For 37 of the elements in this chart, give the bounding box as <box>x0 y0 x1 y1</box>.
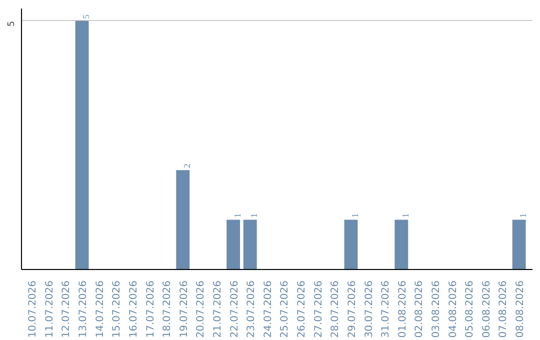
x-tick-label: 12.07.2026 <box>61 280 72 338</box>
x-tick-label: 18.07.2026 <box>162 280 174 338</box>
x-tick-label: 01.08.2026 <box>397 280 408 338</box>
data-label: 5 <box>81 14 92 19</box>
data-label: 2 <box>182 164 192 168</box>
x-tick-label: 02.08.2026 <box>414 280 426 338</box>
x-tick-label: 23.07.2026 <box>246 280 258 338</box>
data-label: 1 <box>232 213 242 218</box>
x-tick-label: 04.08.2026 <box>448 280 459 338</box>
x-tick-label: 03.08.2026 <box>431 280 442 338</box>
x-tick-label: 11.07.2026 <box>44 280 56 338</box>
x-tick-label: 13.07.2026 <box>78 280 90 338</box>
x-tick-label: 05.08.2026 <box>464 280 476 338</box>
x-tick-label: 20.07.2026 <box>196 280 207 338</box>
data-label: 1 <box>400 213 410 218</box>
x-tick-label: 26.07.2026 <box>296 280 308 338</box>
x-tick-label: 31.07.2026 <box>380 280 392 338</box>
x-tick-label: 30.07.2026 <box>364 280 375 338</box>
x-tick-label: 27.07.2026 <box>313 280 324 338</box>
x-tick-label: 06.08.2026 <box>481 280 492 338</box>
x-tick-label: 15.07.2026 <box>112 280 123 338</box>
x-tick-label: 10.07.2026 <box>28 280 39 338</box>
x-tick-label: 25.07.2026 <box>280 280 291 338</box>
x-tick-label: 07.08.2026 <box>498 280 510 338</box>
x-tick-label: 21.07.2026 <box>212 280 224 338</box>
x-tick-label: 19.07.2026 <box>178 280 190 338</box>
x-tick-label: 22.07.2026 <box>229 280 240 338</box>
x-tick-label: 28.07.2026 <box>330 280 342 338</box>
x-tick-label: 29.07.2026 <box>346 280 358 338</box>
x-tick-label: 08.08.2026 <box>515 280 526 338</box>
data-label: 1 <box>249 213 260 218</box>
x-tick-label: 24.07.2026 <box>262 280 274 338</box>
x-tick-label: 16.07.2026 <box>128 280 140 338</box>
data-label: 1 <box>518 213 528 218</box>
x-tick-label: 14.07.2026 <box>94 280 106 338</box>
x-tick-label: 17.07.2026 <box>145 280 156 338</box>
data-label: 1 <box>350 213 360 218</box>
